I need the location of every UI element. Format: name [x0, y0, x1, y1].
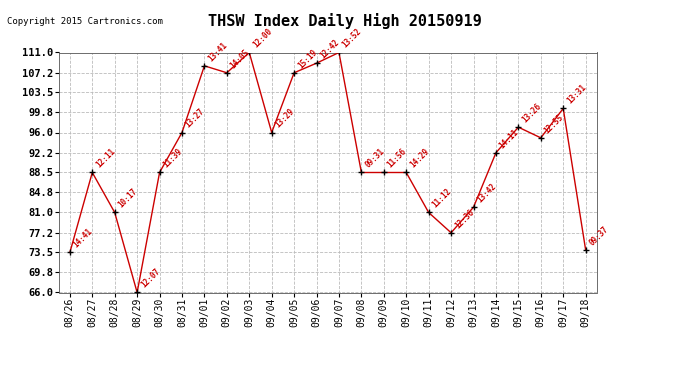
Text: 09:31: 09:31 [363, 147, 386, 170]
Text: 13:26: 13:26 [520, 102, 543, 124]
Text: 13:29: 13:29 [273, 107, 296, 130]
Text: 14:29: 14:29 [408, 147, 431, 170]
Text: 12:55: 12:55 [542, 112, 565, 135]
Text: 10:17: 10:17 [117, 187, 139, 210]
Text: 12:07: 12:07 [139, 267, 161, 290]
Text: 14:11: 14:11 [497, 128, 520, 150]
Text: THSW  (°F): THSW (°F) [611, 22, 671, 32]
Text: 12:36: 12:36 [453, 207, 475, 230]
Text: 13:42: 13:42 [475, 182, 498, 204]
Text: 12:11: 12:11 [94, 147, 117, 170]
Text: 13:52: 13:52 [341, 27, 364, 50]
Text: 14:05: 14:05 [228, 47, 251, 70]
Text: 13:31: 13:31 [565, 83, 588, 106]
Text: 14:41: 14:41 [72, 227, 95, 250]
Text: 11:56: 11:56 [386, 147, 408, 170]
Text: 11:12: 11:12 [431, 187, 453, 210]
Text: 12:00: 12:00 [251, 27, 274, 50]
Text: THSW Index Daily High 20150919: THSW Index Daily High 20150919 [208, 13, 482, 29]
Text: 13:41: 13:41 [206, 40, 229, 63]
Text: 15:19: 15:19 [296, 47, 319, 70]
Text: Copyright 2015 Cartronics.com: Copyright 2015 Cartronics.com [7, 17, 163, 26]
Text: 09:37: 09:37 [587, 225, 610, 247]
Text: 13:27: 13:27 [184, 107, 206, 130]
Text: 12:42: 12:42 [318, 38, 341, 60]
Text: 11:39: 11:39 [161, 147, 184, 170]
